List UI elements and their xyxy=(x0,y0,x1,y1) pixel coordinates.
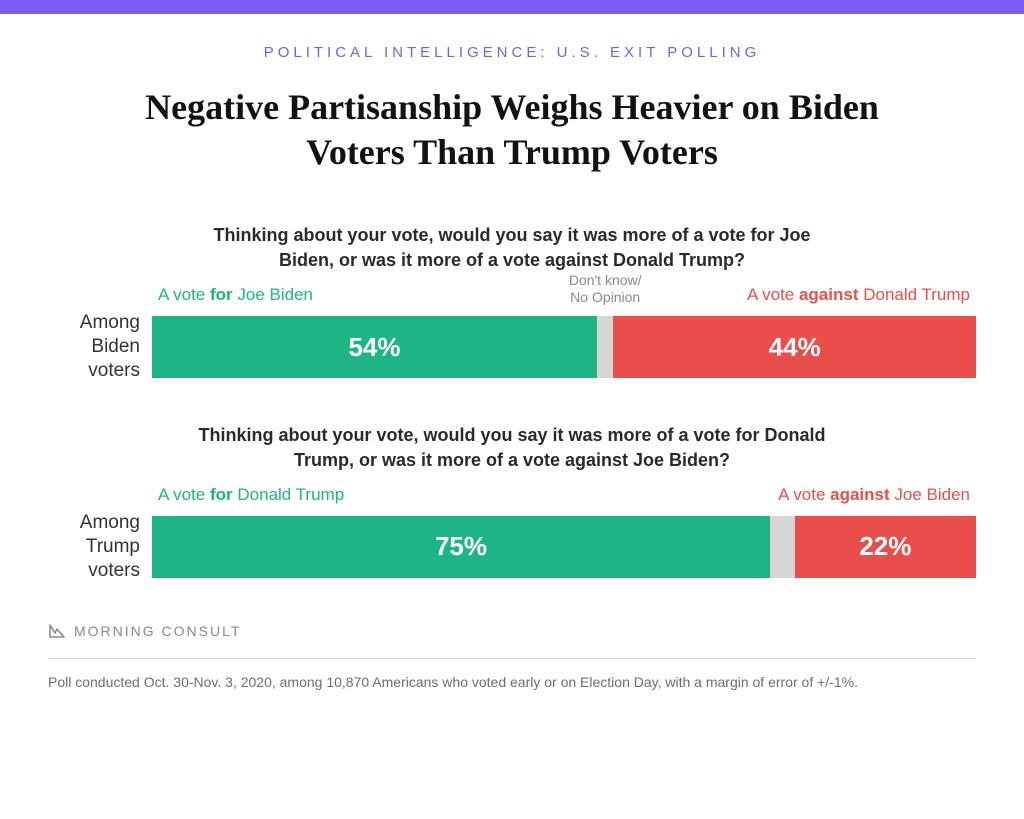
brand-text: MORNING CONSULT xyxy=(74,623,241,639)
legend-for: A vote for Joe Biden xyxy=(158,285,313,305)
segment-for: 54% xyxy=(152,316,597,378)
bar-row: AmongBidenvoters54% 44% xyxy=(48,311,976,382)
brand-mark-icon xyxy=(48,622,66,640)
brand-logo: MORNING CONSULT xyxy=(48,622,976,640)
row-label: AmongBidenvoters xyxy=(48,311,152,382)
legend-bar-area: A vote for Joe Biden A vote against Donal… xyxy=(152,285,976,311)
legend-row: A vote for Joe Biden A vote against Donal… xyxy=(48,285,976,311)
legend-inner: A vote for Joe Biden A vote against Donal… xyxy=(152,285,976,311)
segment-against: 22% xyxy=(795,516,976,578)
section-question: Thinking about your vote, would you say … xyxy=(187,223,837,273)
chart-section: Thinking about your vote, would you say … xyxy=(48,423,976,583)
stacked-bar: 75% 22% xyxy=(152,516,976,578)
divider xyxy=(48,658,976,659)
bar-row: AmongTrumpvoters75% 22% xyxy=(48,511,976,582)
chart-container: POLITICAL INTELLIGENCE: U.S. EXIT POLLIN… xyxy=(0,14,1024,693)
segment-dont-know xyxy=(770,516,795,578)
segment-dont-know xyxy=(597,316,613,378)
legend-dont-know: Don't know/No Opinion xyxy=(569,272,642,306)
headline: Negative Partisanship Weighs Heavier on … xyxy=(102,85,922,175)
legend-inner: A vote for Donald Trump A vote against Jo… xyxy=(152,485,976,511)
chart-section: Thinking about your vote, would you say … xyxy=(48,223,976,383)
legend-against: A vote against Joe Biden xyxy=(778,485,970,505)
methodology-note: Poll conducted Oct. 30-Nov. 3, 2020, amo… xyxy=(48,673,976,693)
legend-for: A vote for Donald Trump xyxy=(158,485,344,505)
segment-against: 44% xyxy=(613,316,976,378)
section-question: Thinking about your vote, would you say … xyxy=(187,423,837,473)
segment-for: 75% xyxy=(152,516,770,578)
legend-row: A vote for Donald Trump A vote against Jo… xyxy=(48,485,976,511)
eyebrow: POLITICAL INTELLIGENCE: U.S. EXIT POLLIN… xyxy=(48,44,976,61)
footer: MORNING CONSULT Poll conducted Oct. 30-N… xyxy=(48,622,976,693)
legend-against: A vote against Donald Trump xyxy=(747,285,970,305)
stacked-bar: 54% 44% xyxy=(152,316,976,378)
top-accent-bar xyxy=(0,0,1024,14)
row-label: AmongTrumpvoters xyxy=(48,511,152,582)
legend-bar-area: A vote for Donald Trump A vote against Jo… xyxy=(152,485,976,511)
